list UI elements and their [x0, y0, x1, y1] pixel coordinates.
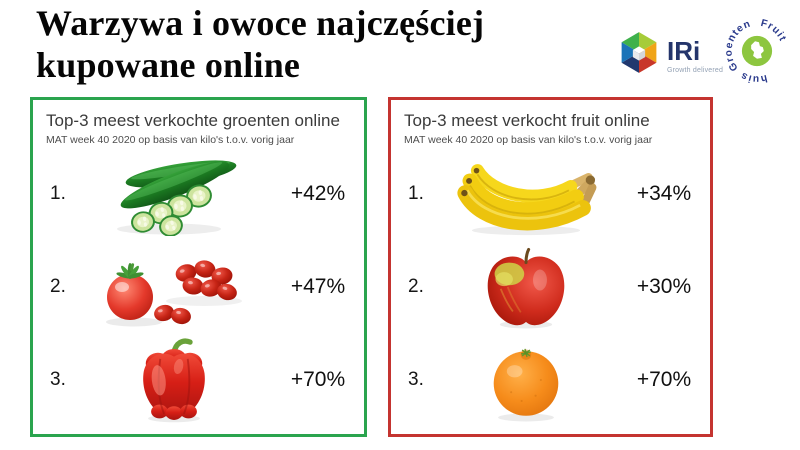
- vegetables-rows: 1.: [33, 147, 364, 426]
- growth-value: +34%: [636, 181, 692, 205]
- fruit-panel: Top-3 meest verkocht fruit online MAT we…: [388, 97, 713, 437]
- gf-arc-word-huis: huis: [739, 69, 768, 84]
- growth-value: +30%: [636, 274, 692, 298]
- vegetable-row-1: 1.: [33, 147, 364, 240]
- iri-hexagon-icon: [621, 32, 657, 73]
- vegetable-row-3: 3.: [33, 333, 364, 426]
- page-title-line-1: Warzywa i owoce najczęściej: [36, 3, 485, 43]
- vegetables-panel-subheading: MAT week 40 2020 op basis van kilo's t.o…: [46, 134, 295, 146]
- rank-label: 1.: [408, 182, 424, 204]
- growth-value: +47%: [290, 274, 346, 298]
- svg-text:huis: huis: [739, 69, 769, 84]
- fruit-row-2: 2. +30%: [391, 240, 710, 333]
- page-title: Warzywa i owoce najczęściej kupowane onl…: [36, 2, 484, 86]
- rank-label: 3.: [408, 368, 424, 390]
- page-title-line-2: kupowane online: [36, 45, 301, 86]
- iri-logo: IRi Growth delivered: [618, 29, 723, 76]
- produce-art: [75, 152, 272, 236]
- red-bell-pepper-image: [142, 338, 205, 423]
- vegetables-panel-heading: Top-3 meest verkochte groenten online: [46, 111, 340, 130]
- rank-label: 1.: [50, 182, 66, 204]
- growth-value: +70%: [636, 367, 692, 391]
- fruit-row-1: 1. +34%: [391, 147, 710, 240]
- groentenfruit-huis-icon: Groenten Fruit huis: [723, 18, 787, 85]
- rank-label: 2.: [50, 275, 66, 297]
- rank-label: 3.: [50, 368, 66, 390]
- growth-value: +42%: [290, 181, 346, 205]
- iri-logo-name: IRi: [667, 36, 701, 66]
- fruit-rows: 1. +34%: [391, 147, 710, 426]
- vegetables-panel: Top-3 meest verkochte groenten online MA…: [30, 97, 367, 437]
- rank-label: 2.: [408, 275, 424, 297]
- orange-image: [493, 348, 558, 421]
- produce-art: [433, 152, 618, 236]
- iri-logo-tagline: Growth delivered: [667, 67, 724, 74]
- iri-logo-text: IRi Growth delivered: [667, 38, 723, 74]
- apple-image: [487, 247, 564, 328]
- produce-art: [75, 245, 272, 329]
- growth-value: +70%: [290, 367, 346, 391]
- groentenfruit-huis-logo: Groenten Fruit huis: [718, 12, 796, 95]
- produce-art: [75, 336, 272, 423]
- bananas-image: [456, 163, 596, 235]
- produce-art: [433, 245, 618, 329]
- produce-art: [433, 338, 618, 422]
- fruit-panel-subheading: MAT week 40 2020 op basis van kilo's t.o…: [404, 134, 653, 146]
- vegetable-row-2: 2.: [33, 240, 364, 333]
- fruit-panel-heading: Top-3 meest verkocht fruit online: [404, 111, 650, 130]
- tomatoes-image: [105, 259, 242, 326]
- fruit-row-3: 3.: [391, 333, 710, 426]
- cucumber-image: [116, 159, 236, 236]
